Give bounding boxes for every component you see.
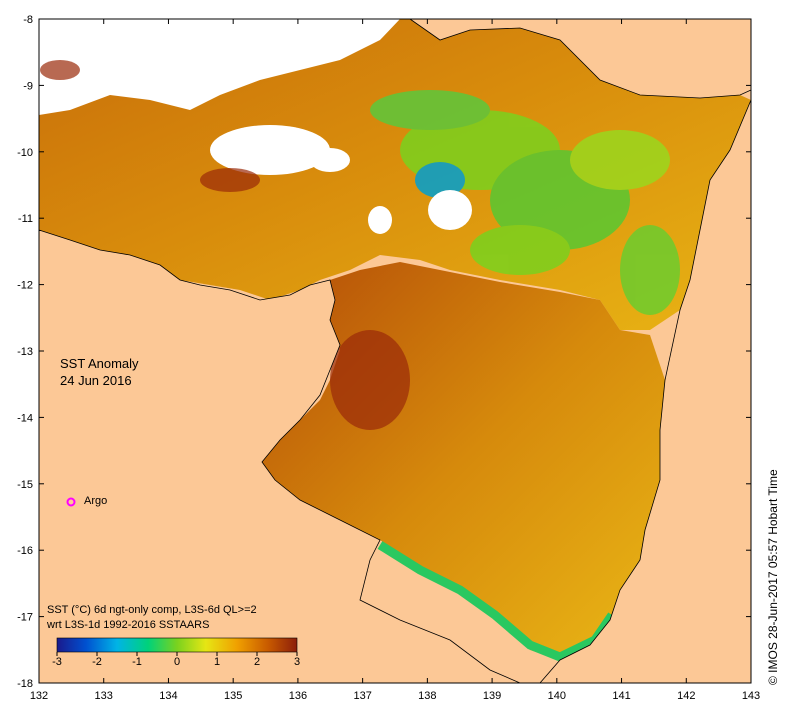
x-tick-label: 140: [548, 690, 566, 702]
coastal-cool-strip: [377, 541, 616, 662]
colorbar-label: -2: [92, 656, 102, 668]
anomaly-patches: [370, 90, 680, 315]
x-tick-label: 132: [30, 690, 48, 702]
y-tick-label: -9: [23, 80, 33, 92]
argo-label: Argo: [84, 495, 108, 507]
colorbar-label: 1: [213, 656, 221, 668]
colorbar-label: 3: [293, 656, 301, 668]
y-tick-label: -13: [17, 346, 33, 358]
x-tick-label: 138: [418, 690, 436, 702]
y-tick-label: -14: [17, 412, 33, 424]
y-tick-label: -11: [18, 213, 33, 225]
map-date: 24 Jun 2016: [60, 373, 132, 388]
x-tick-label: 142: [677, 690, 695, 702]
cloud-gaps: [39, 19, 472, 234]
argo-marker: [66, 497, 76, 507]
warm-anomaly-patches: [40, 60, 410, 430]
colorbar-label: -3: [52, 656, 62, 668]
caption-line-1: SST (°C) 6d ngt-only comp, L3S-6d QL>=2: [47, 604, 257, 616]
y-tick-label: -8: [23, 14, 33, 26]
map-title: SST Anomaly: [60, 356, 139, 371]
arafura-sea: [39, 19, 751, 330]
land-masses: [38, 18, 752, 684]
y-tick-label: -16: [17, 545, 33, 557]
colorbar-label: 2: [253, 656, 261, 668]
caption-line-2: wrt L3S-1d 1992-2016 SSTAARS: [47, 619, 210, 631]
x-tick-label: 143: [742, 690, 760, 702]
x-tick-label: 136: [289, 690, 307, 702]
x-tick-label: 137: [353, 690, 371, 702]
colorbar-ticks: [56, 652, 298, 656]
y-tick-label: -10: [17, 147, 33, 159]
x-axis: 132 133 134 135 136 137 138 139 140 141 142 143: [30, 19, 760, 702]
colorbar-label: 0: [173, 656, 181, 668]
y-tick-label: -18: [17, 678, 33, 690]
y-tick-label: -17: [17, 612, 33, 624]
y-axis: -8-9-10-11-12-13-14-15-16-17-18: [17, 14, 751, 690]
x-tick-label: 135: [224, 690, 242, 702]
x-tick-label: 139: [483, 690, 501, 702]
colorbar: [56, 637, 298, 653]
y-tick-label: -15: [17, 479, 33, 491]
x-tick-label: 133: [95, 690, 113, 702]
y-tick-label: -12: [17, 280, 33, 292]
credit-text: © IMOS 28-Jun-2017 05:57 Hobart Time: [766, 469, 780, 685]
x-tick-label: 134: [159, 690, 177, 702]
x-tick-label: 141: [612, 690, 630, 702]
colorbar-label: -1: [132, 656, 142, 668]
